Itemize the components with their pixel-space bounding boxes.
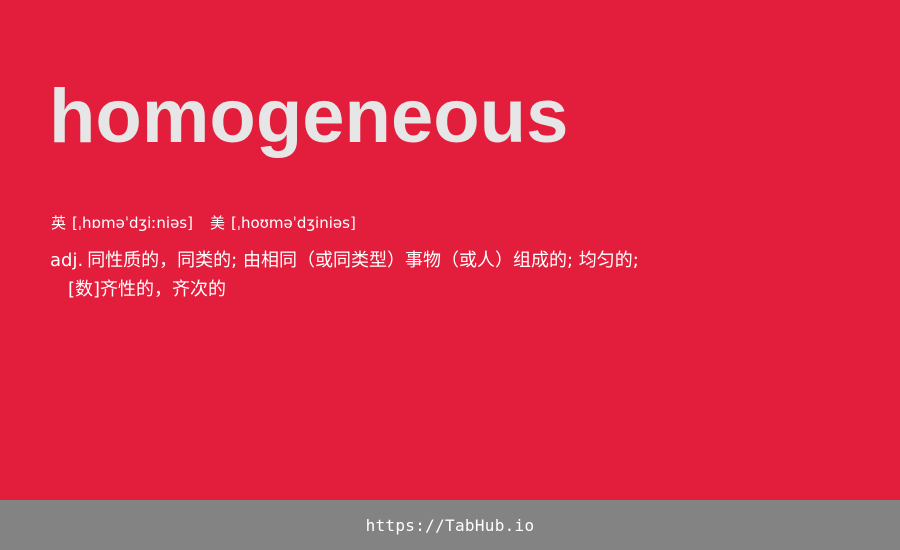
part-of-speech: adj. [50, 250, 84, 271]
definition: adj. 同性质的，同类的; 由相同（或同类型）事物（或人）组成的; 均匀的; [… [50, 246, 750, 304]
definition-line-2: [数]齐性的，齐次的 [50, 275, 750, 304]
us-label: 美 [209, 214, 225, 232]
tabhub-link[interactable]: https://TabHub.io [365, 515, 535, 535]
definition-line-1: adj. 同性质的，同类的; 由相同（或同类型）事物（或人）组成的; 均匀的; [50, 246, 750, 275]
us-phonetic: [ˌhoʊməˈdʒiniəs] [230, 214, 356, 232]
pronunciation: 英 [ˌhɒməˈdʒiːniəs] 美 [ˌhoʊməˈdʒiniəs] [51, 213, 356, 233]
footer-bar: https://TabHub.io [0, 500, 900, 550]
uk-phonetic: [ˌhɒməˈdʒiːniəs] [72, 214, 193, 232]
uk-label: 英 [51, 214, 67, 232]
headword: homogeneous [49, 74, 569, 159]
definition-text-2: [数]齐性的，齐次的 [68, 279, 227, 300]
definition-text-1: 同性质的，同类的; 由相同（或同类型）事物（或人）组成的; 均匀的; [87, 250, 639, 271]
